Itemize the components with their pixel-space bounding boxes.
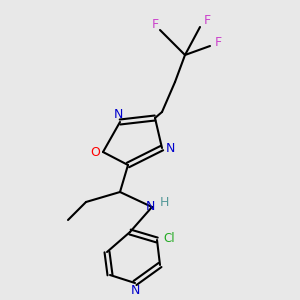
- Text: N: N: [130, 284, 140, 298]
- Text: F: F: [203, 14, 211, 26]
- Text: N: N: [145, 200, 155, 214]
- Text: O: O: [90, 146, 100, 158]
- Text: N: N: [113, 107, 123, 121]
- Text: N: N: [165, 142, 175, 154]
- Text: Cl: Cl: [163, 232, 175, 244]
- Text: H: H: [159, 196, 169, 208]
- Text: F: F: [152, 17, 159, 31]
- Text: F: F: [214, 35, 222, 49]
